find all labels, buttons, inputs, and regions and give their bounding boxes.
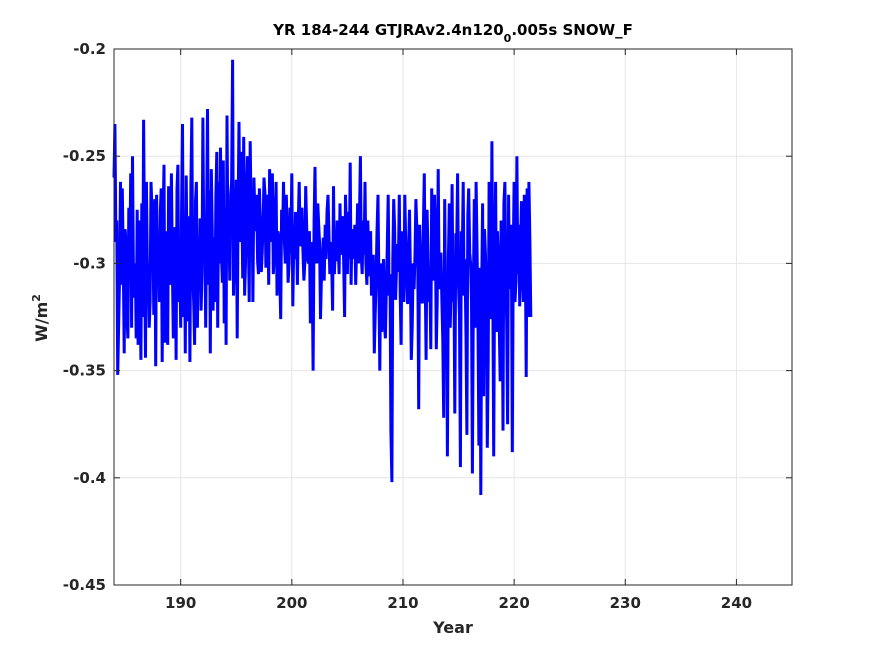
- x-tick-label: 220: [498, 594, 529, 612]
- y-tick-label: -0.35: [63, 362, 106, 380]
- x-tick-label: 230: [610, 594, 641, 612]
- chart-title-tail: .005s SNOW_F: [511, 21, 633, 39]
- y-tick-label: -0.25: [63, 147, 106, 165]
- y-tick-label: -0.2: [73, 40, 106, 58]
- chart-title: YR 184-244 GTJRAv2.4n1200.005s SNOW_F: [272, 21, 633, 45]
- chart-title-subscript: 0: [504, 32, 512, 45]
- x-tick-label: 240: [721, 594, 752, 612]
- y-tick-label: -0.4: [73, 469, 106, 487]
- y-axis-title: W/m2: [30, 294, 51, 342]
- y-axis-title-base: W/m: [32, 302, 51, 342]
- y-tick-label: -0.45: [63, 576, 106, 594]
- x-axis-title: Year: [432, 618, 473, 637]
- x-axis-ticks: 190 200 210 220 230 240: [165, 49, 752, 612]
- axes-frame: [113, 48, 793, 586]
- series-line: [112, 59, 533, 496]
- y-axis-ticks: -0.45 -0.4 -0.35 -0.3 -0.25 -0.2: [63, 40, 792, 594]
- y-axis-title-superscript: 2: [30, 294, 43, 302]
- y-tick-label: -0.3: [73, 254, 106, 272]
- x-tick-label: 190: [165, 594, 196, 612]
- chart-title-main: YR 184-244 GTJRAv2.4n120: [272, 21, 504, 39]
- x-tick-label: 200: [276, 594, 307, 612]
- x-tick-label: 210: [387, 594, 418, 612]
